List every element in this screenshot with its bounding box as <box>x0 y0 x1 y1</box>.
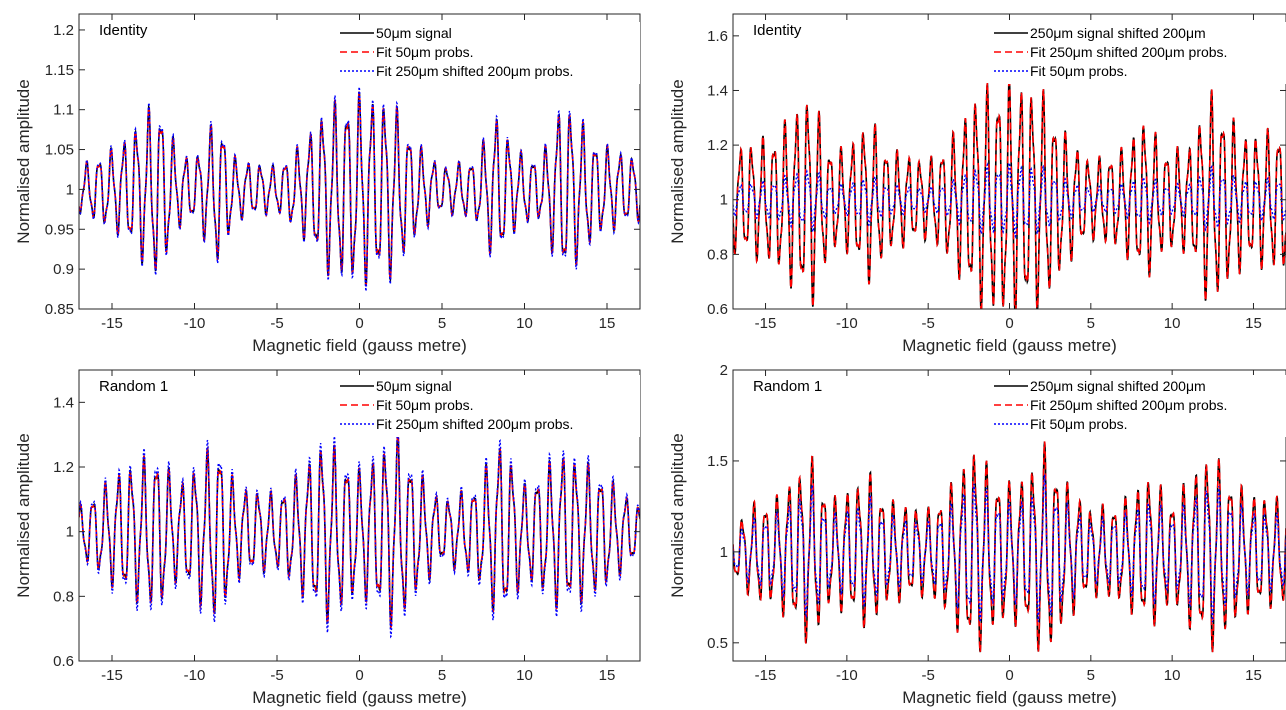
y-tick-label: 1.2 <box>53 459 74 476</box>
x-axis-label: Magnetic field (gauss metre) <box>252 336 466 355</box>
x-tick-label: -10 <box>836 667 858 684</box>
x-axis-label: Magnetic field (gauss metre) <box>252 688 466 707</box>
x-tick-label: -5 <box>270 315 283 332</box>
y-tick-label: 0.95 <box>45 221 74 238</box>
y-tick-label: 1 <box>720 544 728 561</box>
x-tick-label: -15 <box>755 315 777 332</box>
y-tick-label: 0.5 <box>707 635 728 652</box>
panel-2: -15 -10 -5 0 5 10 15 0.6 0.8 1 1.2 1.4 1.6 Magnetic f… <box>668 13 1286 355</box>
x-tick-label: -10 <box>184 315 206 332</box>
legend: 50μm signal Fit 50μm probs. Fit 250μm shif… <box>336 22 640 84</box>
y-tick-label: 0.8 <box>53 588 74 605</box>
x-tick-label: 15 <box>1245 667 1262 684</box>
x-tick-label: 0 <box>355 315 363 332</box>
x-tick-label: 10 <box>1164 315 1181 332</box>
y-tick-label: 1 <box>66 524 74 541</box>
series-line-1 <box>79 91 640 287</box>
series-line-3 <box>79 421 640 639</box>
x-tick-label: -5 <box>270 667 283 684</box>
y-tick-label: 0.6 <box>707 301 728 318</box>
y-tick-label: 1.6 <box>707 28 728 45</box>
legend: 250μm signal shifted 200μm Fit 250μm shif… <box>990 22 1286 84</box>
panel-4: -15 -10 -5 0 5 10 15 0.5 1 1.5 2 Magnetic field (ga… <box>668 362 1286 707</box>
plot-area <box>733 441 1286 653</box>
legend: 250μm signal shifted 200μm Fit 250μm shif… <box>990 375 1286 437</box>
x-tick-label: 5 <box>1087 667 1095 684</box>
x-tick-label: 5 <box>1087 315 1095 332</box>
y-tick-label: 0.6 <box>53 653 74 670</box>
series-line-1 <box>733 441 1286 653</box>
legend-entry: Fit 250μm shifted 200μm probs. <box>376 416 573 432</box>
y-tick-label: 1 <box>720 192 728 209</box>
legend-entry: Fit 50μm probs. <box>1030 63 1128 79</box>
x-axis-label: Magnetic field (gauss metre) <box>902 336 1116 355</box>
y-tick-label: 1.2 <box>707 137 728 154</box>
legend-entry: Fit 250μm shifted 200μm probs. <box>376 63 573 79</box>
panel-1: -15 -10 -5 0 5 10 15 0.85 0.9 0.95 1 1.05 1.1 1.15 1.2… <box>14 13 641 355</box>
legend-entry: 250μm signal shifted 200μm <box>1030 25 1206 41</box>
x-tick-label: 15 <box>599 667 616 684</box>
x-tick-label: -10 <box>184 667 206 684</box>
x-tick-label: 10 <box>516 315 533 332</box>
x-tick-label: -5 <box>922 667 935 684</box>
y-tick-label: 0.85 <box>45 301 74 318</box>
legend-entry: 250μm signal shifted 200μm <box>1030 378 1206 394</box>
panel-title: Random 1 <box>753 378 822 395</box>
x-tick-label: 15 <box>599 315 616 332</box>
x-axis-label: Magnetic field (gauss metre) <box>902 688 1116 707</box>
legend-entry: 50μm signal <box>376 25 452 41</box>
y-tick-label: 1.15 <box>45 62 74 79</box>
x-tick-label: -15 <box>101 315 123 332</box>
x-tick-label: -15 <box>101 667 123 684</box>
y-tick-label: 1.4 <box>707 82 728 99</box>
plot-area <box>79 86 640 292</box>
series-line-2 <box>79 91 640 287</box>
x-tick-label: -10 <box>836 315 858 332</box>
y-tick-label: 1 <box>66 181 74 198</box>
y-axis-label: Normalised amplitude <box>14 79 33 243</box>
series-line-3 <box>79 86 640 292</box>
x-tick-label: 0 <box>355 667 363 684</box>
panel-title: Identity <box>753 22 802 39</box>
y-tick-label: 0.8 <box>707 246 728 263</box>
x-tick-label: 0 <box>1005 315 1013 332</box>
x-tick-label: 5 <box>438 315 446 332</box>
y-tick-label: 1.5 <box>707 453 728 470</box>
y-tick-label: 2 <box>720 362 728 379</box>
legend-entry: Fit 50μm probs. <box>376 397 474 413</box>
legend-entry: 50μm signal <box>376 378 452 394</box>
y-tick-label: 0.9 <box>53 261 74 278</box>
legend-entry: Fit 250μm shifted 200μm probs. <box>1030 397 1227 413</box>
x-tick-label: -15 <box>755 667 777 684</box>
panel-title: Random 1 <box>99 378 168 395</box>
x-tick-label: -5 <box>922 315 935 332</box>
legend-entry: Fit 250μm shifted 200μm probs. <box>1030 44 1227 60</box>
y-tick-label: 1.1 <box>53 102 74 119</box>
y-tick-label: 1.4 <box>53 394 74 411</box>
x-tick-label: 10 <box>1164 667 1181 684</box>
y-axis-label: Normalised amplitude <box>668 79 687 243</box>
legend: 50μm signal Fit 50μm probs. Fit 250μm shif… <box>336 375 640 437</box>
series-line-3 <box>733 160 1286 239</box>
x-tick-label: 10 <box>516 667 533 684</box>
plot-area <box>733 76 1286 309</box>
panel-3: -15 -10 -5 0 5 10 15 0.6 0.8 1 1.2 1.4 Magnetic fiel… <box>14 369 641 707</box>
plot-area <box>79 421 640 639</box>
y-tick-label: 1.05 <box>45 142 74 159</box>
legend-entry: Fit 50μm probs. <box>1030 416 1128 432</box>
y-axis-label: Normalised amplitude <box>14 433 33 597</box>
series-line-2 <box>733 441 1286 653</box>
legend-entry: Fit 50μm probs. <box>376 44 474 60</box>
y-tick-label: 1.2 <box>53 22 74 39</box>
y-axis-label: Normalised amplitude <box>668 433 687 597</box>
x-tick-label: 0 <box>1005 667 1013 684</box>
x-tick-label: 15 <box>1245 315 1262 332</box>
series-line-3 <box>733 474 1286 623</box>
x-tick-label: 5 <box>438 667 446 684</box>
panel-title: Identity <box>99 22 148 39</box>
